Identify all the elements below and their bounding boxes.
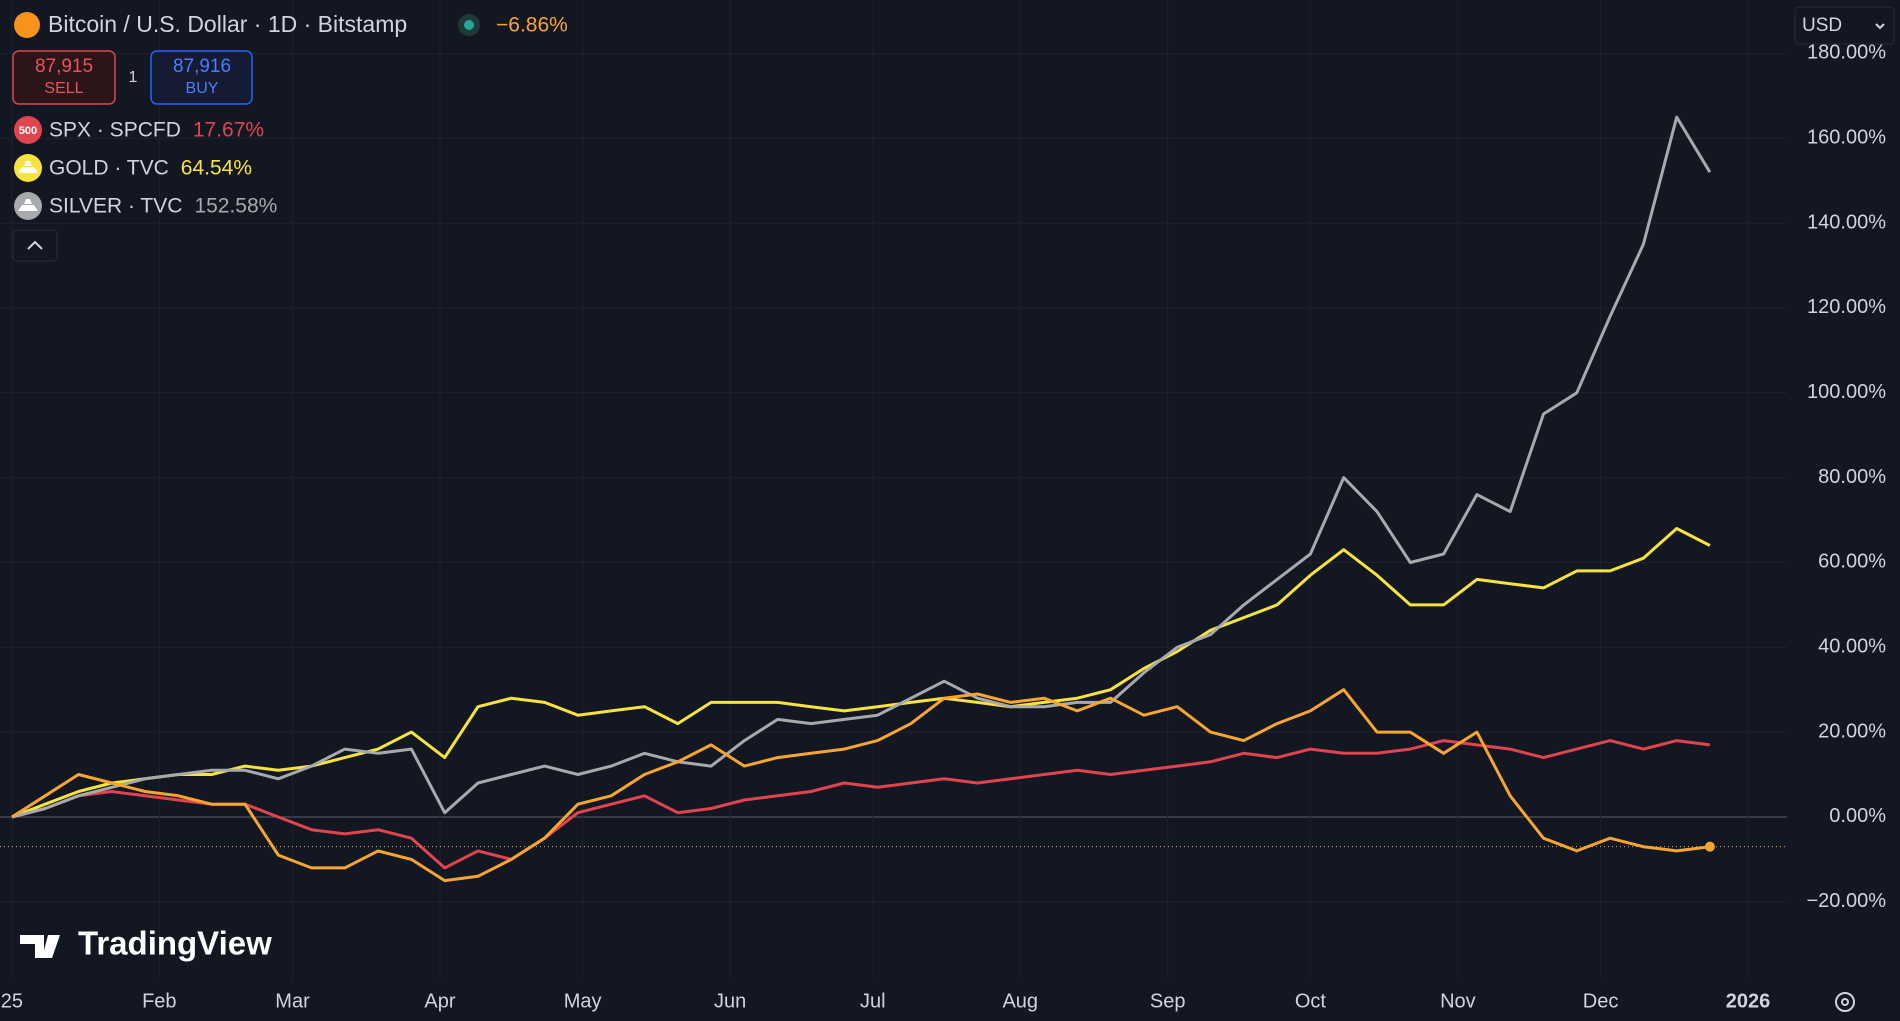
y-tick-label: 160.00% (1807, 127, 1886, 149)
buy-price: 87,916 (173, 56, 231, 77)
dropdown-icon (1875, 23, 1885, 30)
legend-value: 17.67% (193, 119, 264, 142)
y-tick-label: 80.00% (1818, 466, 1886, 488)
x-tick-label: Oct (1295, 990, 1327, 1012)
buy-button[interactable] (150, 50, 253, 105)
series-line (11, 115, 1712, 819)
change-label: −6.86% (496, 14, 568, 37)
sell-button[interactable] (12, 50, 116, 105)
y-tick-label: 120.00% (1807, 296, 1886, 318)
x-tick-label: Sep (1150, 990, 1186, 1012)
y-tick-label: 0.00% (1829, 805, 1886, 827)
x-tick-label: Jun (714, 990, 746, 1012)
symbol-icon-glyph (18, 161, 38, 173)
x-tick-label: Apr (424, 990, 455, 1012)
settings-icon-center (1841, 998, 1849, 1006)
spread: 1 (129, 69, 138, 86)
watermark: TradingView (78, 925, 272, 962)
x-tick-label: Feb (142, 990, 176, 1012)
x-tick-label: 25 (1, 990, 23, 1012)
status-dot (464, 20, 474, 30)
y-tick-label: 100.00% (1807, 381, 1886, 403)
plot (0, 115, 1787, 883)
currency: USD (1802, 15, 1842, 36)
watermark-logo (20, 935, 60, 958)
legend-value: 64.54% (181, 157, 252, 180)
currency-select[interactable] (1794, 6, 1895, 45)
settings-icon[interactable] (1835, 992, 1855, 1012)
legend-value: 152.58% (194, 195, 277, 218)
btc-icon (14, 12, 40, 38)
x-tick-label: Jul (860, 990, 886, 1012)
symbol-icon-glyph (18, 199, 38, 211)
y-tick-label: 20.00% (1818, 720, 1886, 742)
y-tick-label: 180.00% (1807, 42, 1886, 64)
last-value-dot (1704, 841, 1715, 852)
x-tick-label: Nov (1440, 990, 1476, 1012)
grid (0, 0, 1787, 979)
x-tick-label: Aug (1002, 990, 1038, 1012)
y-tick-label: −20.00% (1806, 890, 1886, 912)
y-tick-label: 60.00% (1818, 551, 1886, 573)
x-tick-label: Mar (275, 990, 310, 1012)
series-line (11, 527, 1711, 819)
x-tick-label: 2026 (1726, 990, 1771, 1012)
legend-name: SILVER · TVC (49, 195, 182, 218)
legend-name: SPX · SPCFD (49, 119, 181, 142)
buy-label: BUY (186, 80, 219, 97)
x-tick-label: Dec (1583, 990, 1619, 1012)
legend-name: GOLD · TVC (49, 157, 169, 180)
collapse-button[interactable] (12, 229, 58, 262)
collapse-icon (27, 240, 43, 250)
sell-label: SELL (44, 80, 83, 97)
x-tick-label: May (564, 990, 602, 1012)
symbol-icon-label: 500 (19, 125, 37, 137)
sell-price: 87,915 (35, 56, 93, 77)
axes: −20.00% 0.00% 20.00% 40.00% 60.00% 80.00% 100.… (1, 42, 1886, 1013)
legend: 500 SPX · SPCFD 17.67% GOLD · TVC 64.54% SILV… (14, 116, 277, 220)
symbol-icon (14, 116, 42, 144)
series-line (11, 688, 1711, 883)
y-tick-label: 140.00% (1807, 211, 1886, 233)
chart-title: Bitcoin / U.S. Dollar · 1D · Bitstamp (48, 11, 407, 37)
y-tick-label: 40.00% (1818, 636, 1886, 658)
series-line (11, 739, 1711, 870)
